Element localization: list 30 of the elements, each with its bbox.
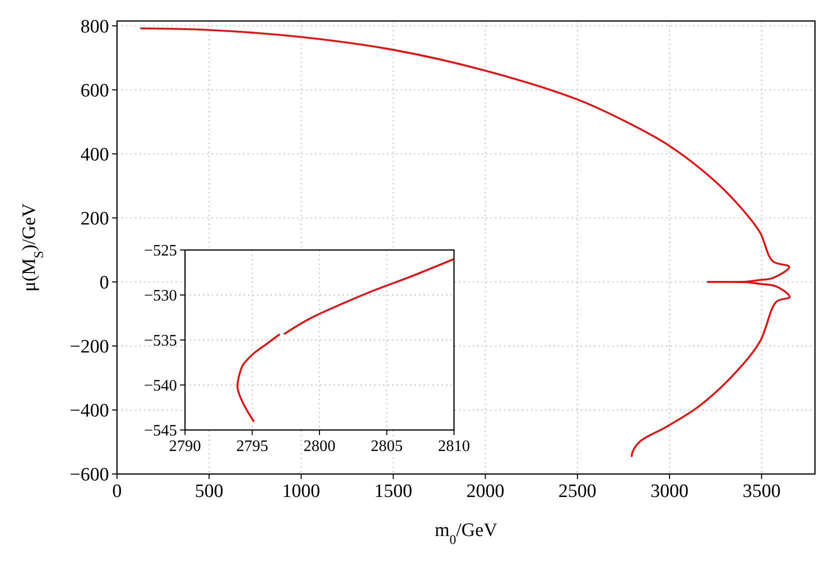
y-tick-label: −200 [70,336,109,358]
y-tick-label: −535 [144,332,177,350]
x-tick-label: 2000 [466,481,504,502]
x-tick-label: 0 [112,481,122,502]
x-tick-label: 500 [194,481,224,502]
x-tick-label: 2810 [438,438,470,455]
y-tick-label: 800 [80,16,109,38]
y-tick-label: −600 [70,464,109,486]
line-series [236,334,280,422]
x-tick-label: 3000 [650,481,689,502]
y-tick-label: −530 [144,288,177,305]
y-tick-label: −545 [144,422,177,440]
line-series [284,258,454,335]
y-tick-label: 600 [80,80,109,102]
y-tick-label: −400 [70,400,109,422]
x-tick-label: 1000 [282,481,320,502]
x-tick-label: 2790 [169,438,201,455]
x-axis-title: m$_{0}$/GeV [434,520,498,546]
y-tick-label: −540 [144,378,177,395]
x-tick-label: 2800 [304,438,336,455]
y-tick-label: −525 [144,242,177,260]
y-tick-label: 0 [100,272,109,294]
y-tick-label: 200 [80,208,109,230]
x-tick-label: 1500 [374,481,412,502]
x-tick-label: 3500 [742,481,781,502]
x-tick-label: 2795 [236,438,268,455]
x-tick-label: 2500 [558,481,596,502]
line-series [140,27,790,457]
y-tick-label: 400 [80,144,109,166]
x-tick-label: 2805 [370,438,403,455]
